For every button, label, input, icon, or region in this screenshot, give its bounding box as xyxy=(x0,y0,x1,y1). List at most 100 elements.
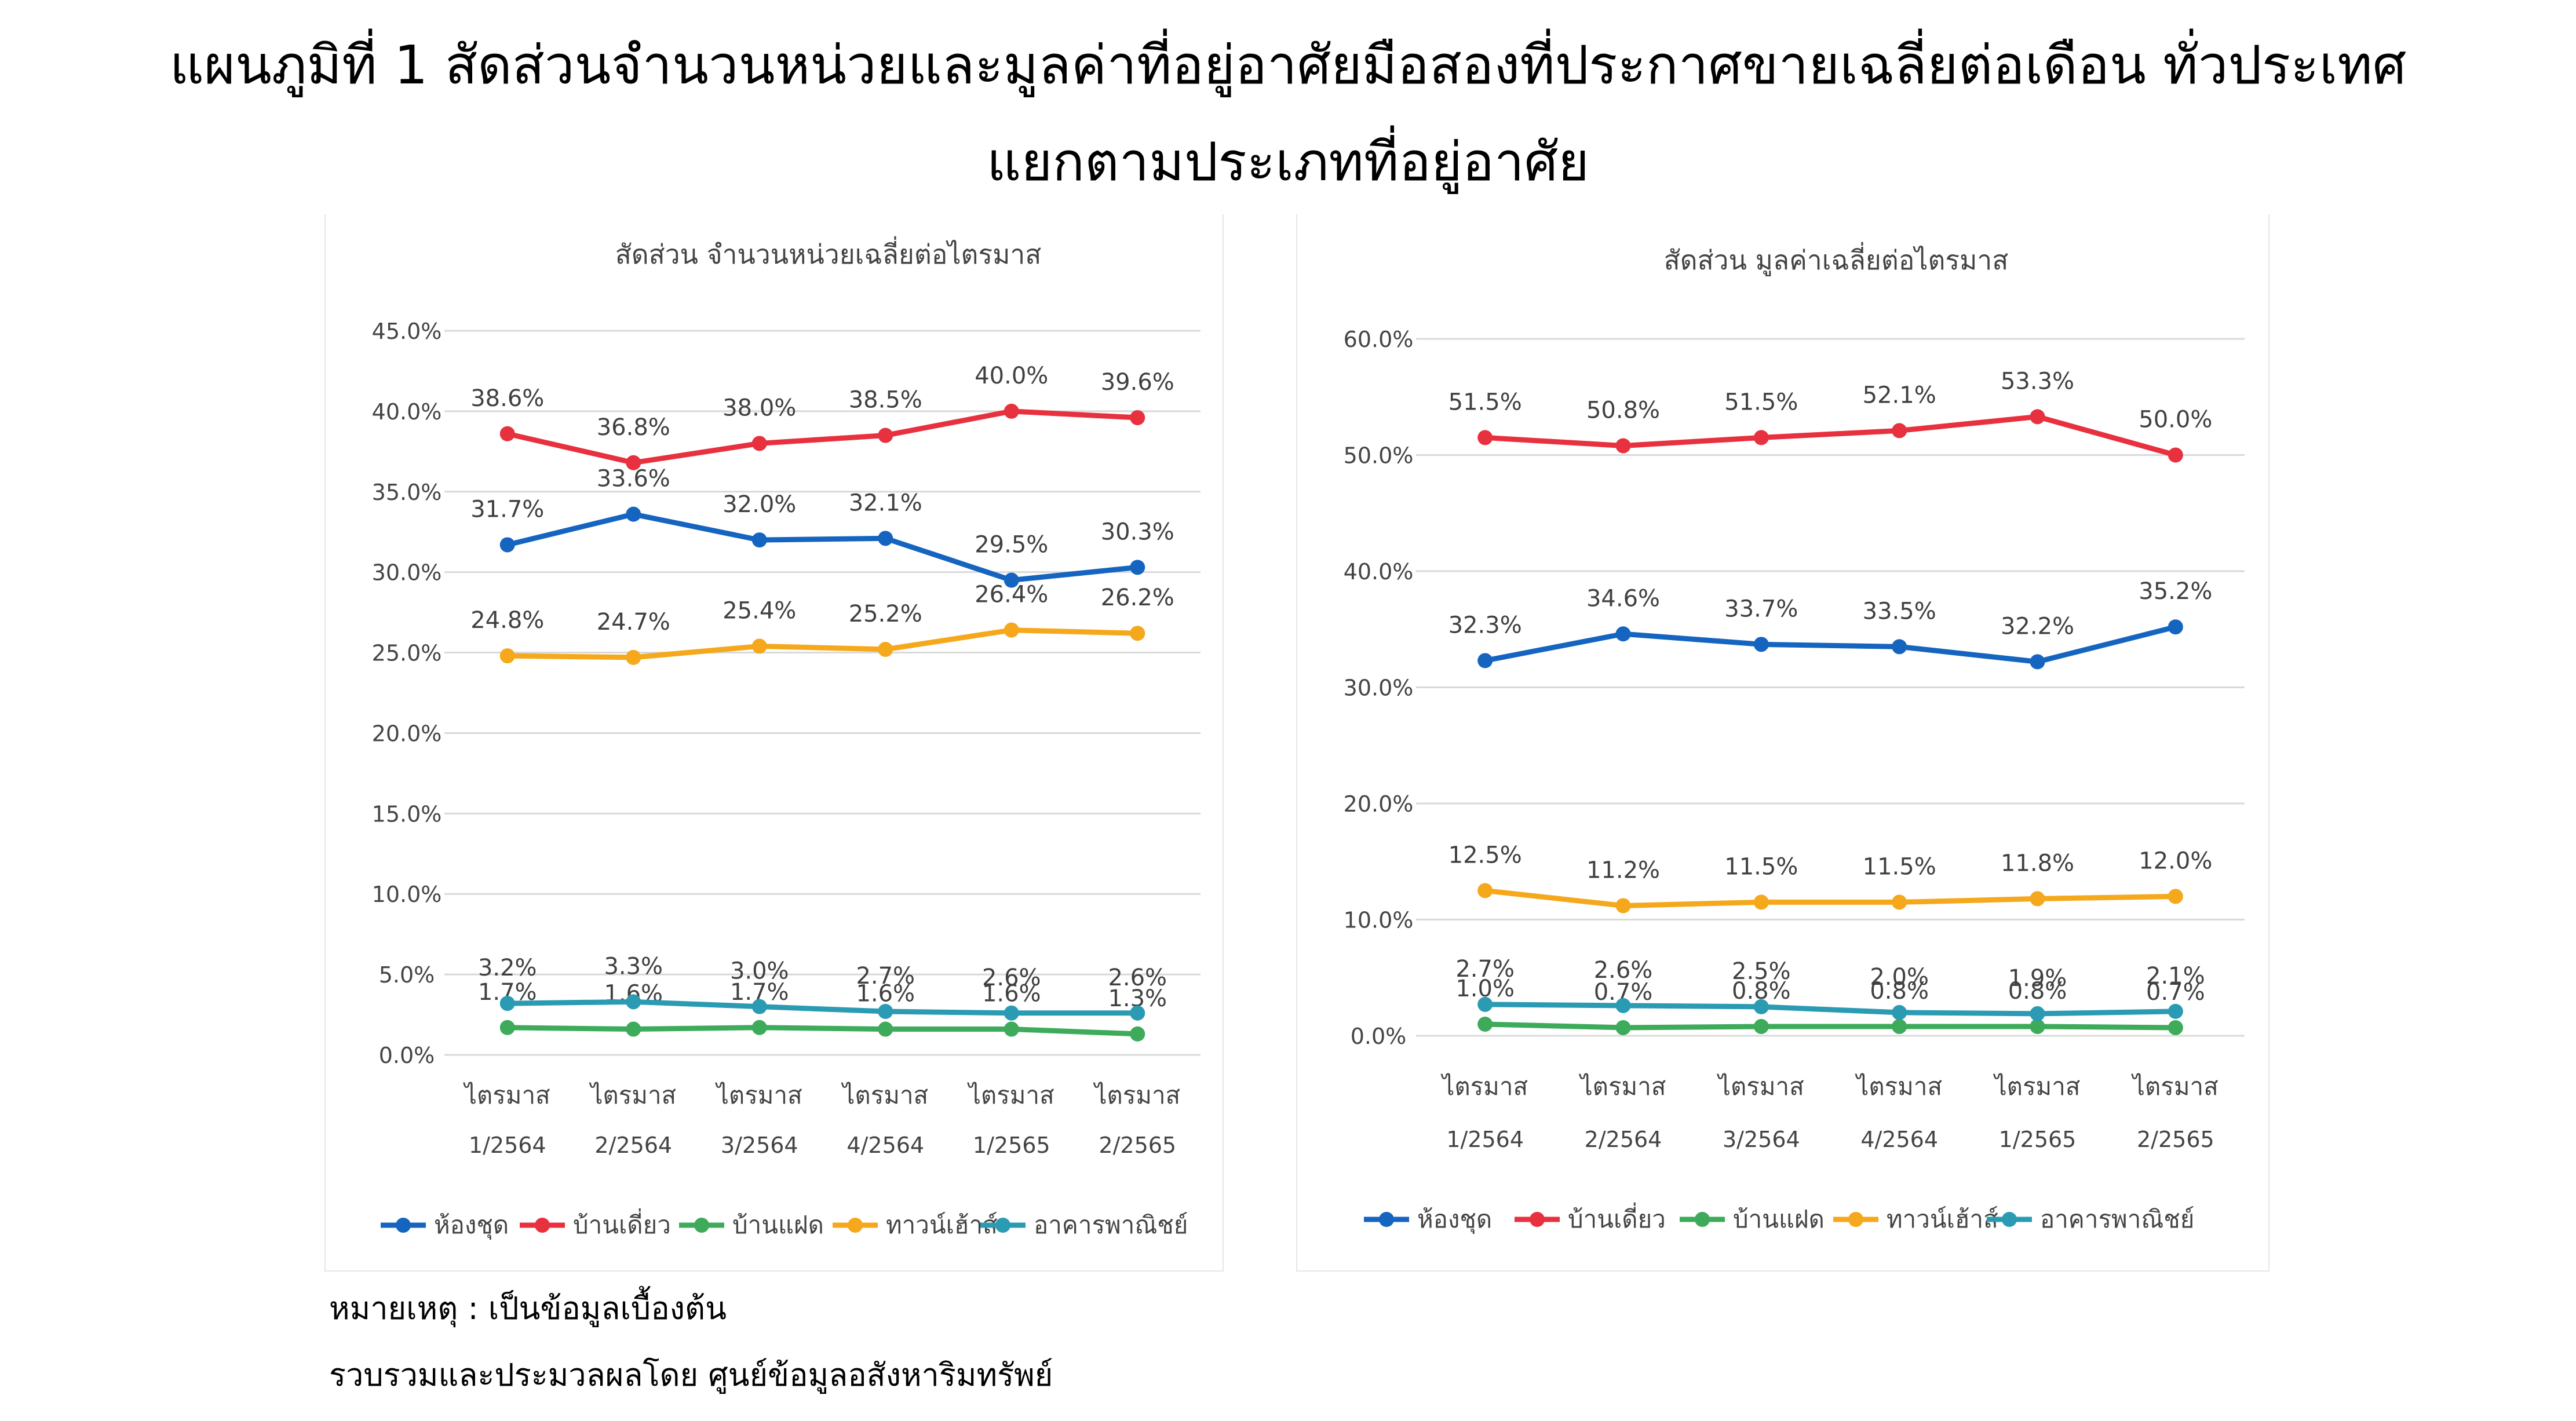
legend-swatch-marker xyxy=(1530,1212,1545,1227)
x-tick-sublabel: 2/2564 xyxy=(1585,1127,1662,1152)
data-label: 33.5% xyxy=(1863,598,1936,624)
data-label: 25.4% xyxy=(723,597,796,624)
data-point xyxy=(1753,637,1769,652)
legend-item: ทาวน์เฮ้าส์ xyxy=(1833,1205,1998,1233)
y-tick-label: 15.0% xyxy=(372,801,442,827)
data-label: 34.6% xyxy=(1586,585,1660,612)
data-point xyxy=(499,426,515,441)
data-label: 33.7% xyxy=(1724,596,1798,622)
value-chart-panel: สัดส่วน มูลค่าเฉลี่ยต่อไตรมาส 0.0% 10.0% 20… xyxy=(1296,214,2269,1272)
data-point xyxy=(626,649,641,665)
data-point xyxy=(1615,438,1631,454)
x-tick-sublabel: 1/2565 xyxy=(1999,1127,2077,1152)
data-point xyxy=(751,532,767,548)
data-label: 2.6% xyxy=(1108,965,1167,991)
legend-swatch-marker xyxy=(396,1218,411,1233)
data-point xyxy=(626,1021,641,1037)
x-tick-label: ไตรมาส xyxy=(1440,1072,1528,1101)
data-point xyxy=(751,1020,767,1035)
legend-label: อาคารพาณิชย์ xyxy=(2040,1205,2194,1233)
data-label: 2.0% xyxy=(1870,964,1929,991)
data-label: 50.0% xyxy=(2139,407,2212,433)
chart-title-line-2: แยกตามประเภทที่อยู่อาศัย xyxy=(987,131,1589,193)
data-label: 51.5% xyxy=(1724,389,1798,415)
data-point xyxy=(2030,891,2045,907)
series-line xyxy=(505,408,1140,466)
data-label: 38.5% xyxy=(849,387,922,414)
data-label: 3.2% xyxy=(478,955,537,981)
legend-swatch-marker xyxy=(1848,1212,1863,1227)
data-point xyxy=(1753,894,1769,910)
data-label: 32.3% xyxy=(1448,612,1522,638)
y-tick-label: 0.0% xyxy=(379,1043,435,1068)
data-label: 38.6% xyxy=(470,385,544,412)
data-label: 31.7% xyxy=(470,496,544,523)
x-tick-label: ไตรมาส xyxy=(1093,1081,1180,1109)
legend-item: บ้านแฝด xyxy=(1680,1205,1825,1233)
data-point xyxy=(1615,1020,1631,1035)
data-label: 1.6% xyxy=(856,981,915,1007)
data-point xyxy=(1892,1004,1907,1020)
y-tick-label: 20.0% xyxy=(372,721,442,746)
footnote-note: หมายเหตุ : เป็นข้อมูลเบื้องต้น xyxy=(329,1290,727,1327)
data-point xyxy=(2168,1020,2183,1035)
y-tick-label: 60.0% xyxy=(1344,327,1414,352)
x-tick-label: ไตรมาส xyxy=(1855,1072,1942,1101)
legend-label: ห้องชุด xyxy=(434,1211,509,1240)
legend-item: อาคารพาณิชย์ xyxy=(1987,1205,2194,1233)
data-point xyxy=(751,436,767,451)
legend-label: บ้านแฝด xyxy=(1733,1205,1825,1233)
data-label: 32.2% xyxy=(2001,613,2074,640)
legend-swatch-marker xyxy=(1379,1212,1394,1227)
chart-title: สัดส่วน มูลค่าเฉลี่ยต่อไตรมาส xyxy=(1664,242,2009,276)
data-label: 36.8% xyxy=(597,414,670,441)
footnote-source: รวบรวมและประมวลผลโดย ศูนย์ข้อมูลอสังหาริ… xyxy=(329,1357,1053,1393)
legend-label: อาคารพาณิชย์ xyxy=(1034,1211,1188,1239)
y-tick-label: 10.0% xyxy=(1344,908,1414,933)
x-tick-sublabel: 4/2564 xyxy=(1860,1127,1938,1152)
x-tick-label: ไตรมาส xyxy=(1579,1072,1666,1101)
data-point xyxy=(1477,1016,1493,1032)
y-tick-label: 30.0% xyxy=(372,560,442,586)
data-label: 40.0% xyxy=(975,363,1048,389)
data-point xyxy=(2168,619,2183,635)
data-point xyxy=(626,506,641,522)
data-point xyxy=(499,537,515,553)
data-label: 50.8% xyxy=(1586,397,1660,423)
x-tick-label: ไตรมาส xyxy=(2131,1072,2219,1101)
data-point xyxy=(1477,653,1493,669)
data-label: 53.3% xyxy=(2001,368,2074,394)
legend-swatch-marker xyxy=(1695,1212,1710,1227)
data-label: 38.0% xyxy=(723,394,796,421)
x-tick-label: ไตรมาส xyxy=(715,1081,802,1109)
data-point xyxy=(751,638,767,654)
x-tick-sublabel: 3/2564 xyxy=(721,1133,798,1158)
legend-label: บ้านเดี่ยว xyxy=(1568,1203,1666,1233)
legend-swatch-marker xyxy=(535,1218,550,1233)
legend-label: ทาวน์เฮ้าส์ xyxy=(886,1211,998,1239)
legend-label: บ้านเดี่ยว xyxy=(573,1208,671,1239)
legend-item: บ้านเดี่ยว xyxy=(1515,1203,1666,1233)
chart-title: สัดส่วน จำนวนหน่วยเฉลี่ยต่อไตรมาส xyxy=(615,236,1042,270)
data-label: 2.7% xyxy=(1455,956,1515,982)
y-tick-label: 20.0% xyxy=(1344,791,1414,817)
data-label: 0.8% xyxy=(2008,978,2067,1004)
data-label: 2.5% xyxy=(1732,958,1791,985)
series-line xyxy=(1482,887,2179,908)
data-point xyxy=(878,428,893,443)
y-tick-label: 40.0% xyxy=(372,399,442,425)
data-label: 2.1% xyxy=(2146,963,2205,989)
data-label: 1.6% xyxy=(982,981,1041,1007)
data-point xyxy=(1477,430,1493,445)
data-label: 11.2% xyxy=(1586,857,1660,883)
data-label: 0.8% xyxy=(1870,978,1929,1004)
legend-swatch-marker xyxy=(2002,1212,2017,1227)
legend-swatch-marker xyxy=(694,1218,709,1233)
data-point xyxy=(1753,1018,1769,1034)
x-tick-sublabel: 2/2565 xyxy=(2137,1127,2214,1152)
series-line xyxy=(1482,1002,2179,1017)
data-label: 39.6% xyxy=(1101,369,1174,396)
y-tick-label: 35.0% xyxy=(372,480,442,505)
x-tick-sublabel: 2/2565 xyxy=(1099,1133,1176,1158)
data-label: 29.5% xyxy=(975,532,1048,558)
